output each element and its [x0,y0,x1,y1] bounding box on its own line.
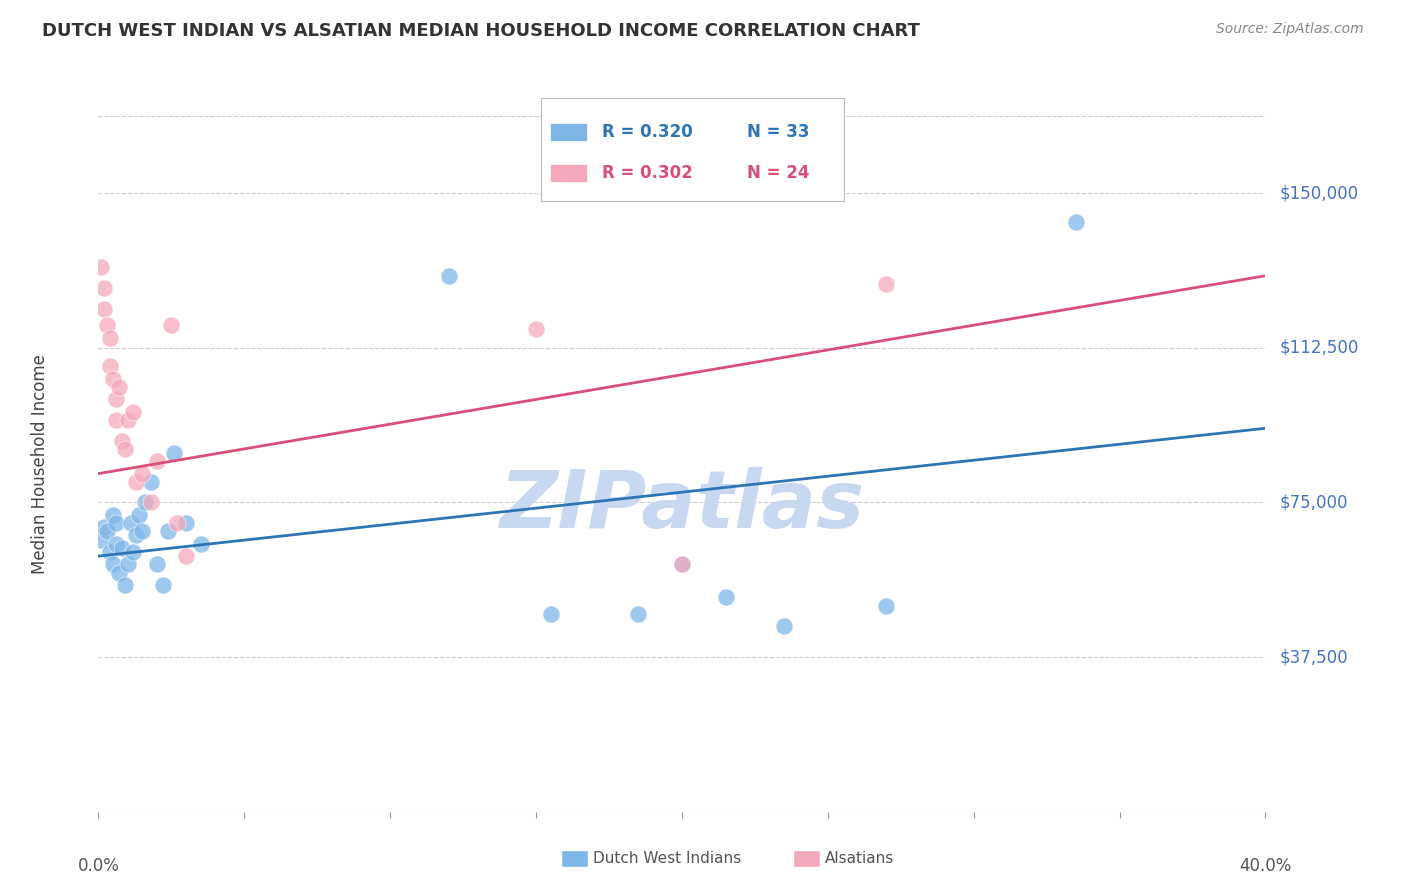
Text: ZIPatlas: ZIPatlas [499,467,865,545]
Text: N = 24: N = 24 [747,164,810,182]
Point [437,268,460,283]
Point [131,467,153,481]
Point [108,380,131,394]
Point [139,495,162,509]
Point [773,619,796,633]
Point [122,405,145,419]
Text: $37,500: $37,500 [1279,648,1348,666]
Point [152,578,174,592]
Point [122,545,145,559]
Point [714,591,737,605]
Text: DUTCH WEST INDIAN VS ALSATIAN MEDIAN HOUSEHOLD INCOME CORRELATION CHART: DUTCH WEST INDIAN VS ALSATIAN MEDIAN HOU… [42,22,920,40]
Point [166,516,188,530]
Point [125,475,148,489]
Point [90,533,112,547]
Text: 0.0%: 0.0% [77,857,120,875]
Text: R = 0.320: R = 0.320 [602,123,693,141]
Point [671,558,693,572]
Point [134,495,156,509]
Text: Alsatians: Alsatians [825,852,894,866]
Point [101,558,124,572]
Bar [550,123,586,141]
Point [108,566,131,580]
Point [117,413,139,427]
Point [524,322,547,336]
Text: Source: ZipAtlas.com: Source: ZipAtlas.com [1216,22,1364,37]
Text: Dutch West Indians: Dutch West Indians [593,852,741,866]
Point [174,549,197,563]
Bar [550,164,586,182]
Point [101,508,124,522]
Point [104,516,127,530]
Text: N = 33: N = 33 [747,123,810,141]
Point [190,537,212,551]
Point [146,558,169,572]
Point [875,599,897,613]
Text: $150,000: $150,000 [1279,185,1360,202]
Point [174,516,197,530]
Point [111,541,134,555]
Text: 40.0%: 40.0% [1239,857,1292,875]
Point [163,446,186,460]
Point [93,520,115,534]
Point [125,528,148,542]
Point [114,442,136,456]
Point [98,545,121,559]
Point [93,301,115,316]
Text: $112,500: $112,500 [1279,339,1360,357]
Point [540,607,562,621]
Point [98,359,121,374]
Point [627,607,650,621]
Point [114,578,136,592]
Point [90,260,112,275]
Point [160,318,183,333]
Point [157,524,180,539]
Point [101,372,124,386]
Text: R = 0.302: R = 0.302 [602,164,693,182]
Point [128,508,150,522]
Point [96,524,118,539]
Point [104,537,127,551]
Point [139,475,162,489]
Point [104,413,127,427]
Point [875,277,897,291]
Point [120,516,142,530]
Point [671,558,693,572]
Text: $75,000: $75,000 [1279,493,1348,511]
Point [146,454,169,468]
Point [93,281,115,295]
Text: Median Household Income: Median Household Income [31,354,49,574]
Point [117,558,139,572]
Point [111,434,134,448]
Point [96,318,118,333]
Point [1064,215,1087,229]
Point [98,330,121,344]
Point [104,392,127,407]
Point [131,524,153,539]
